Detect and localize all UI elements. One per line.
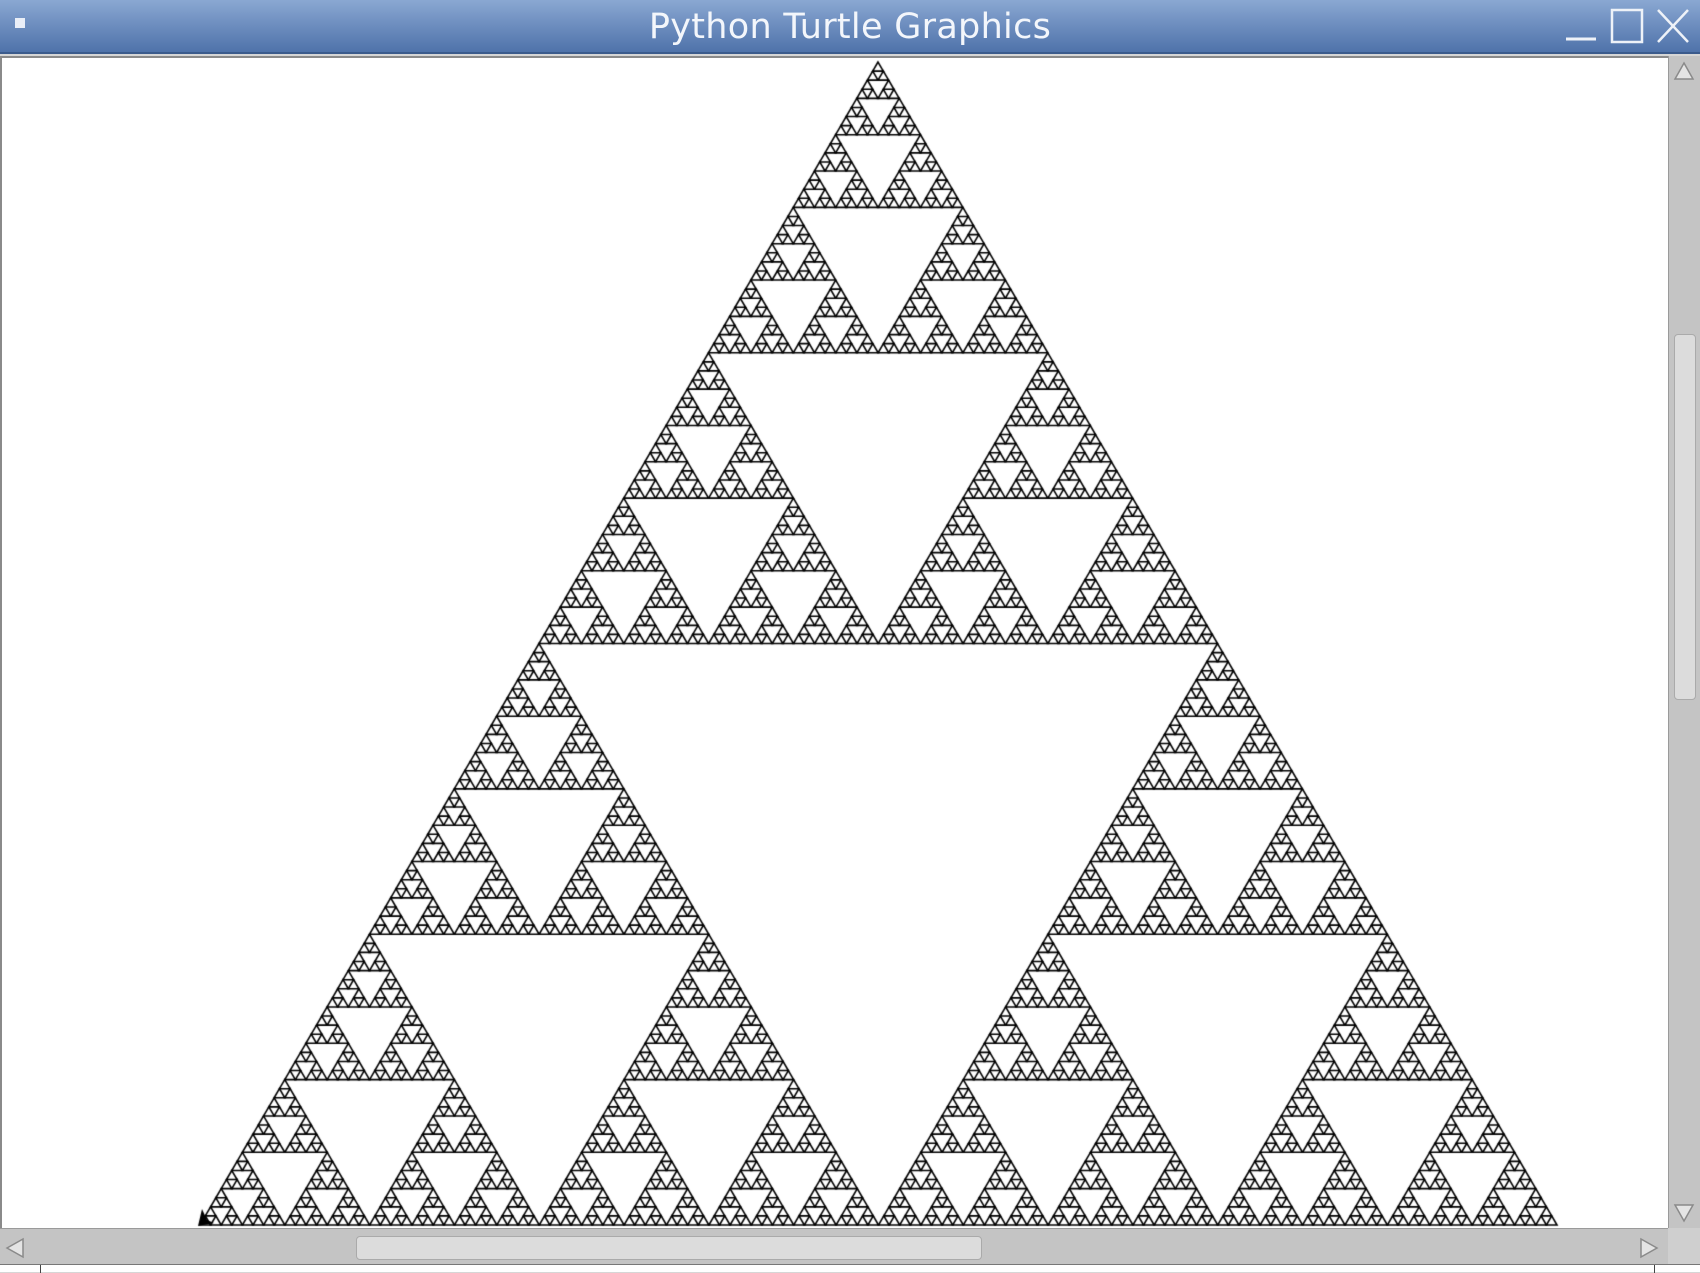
maximize-button[interactable] xyxy=(1608,6,1646,46)
close-icon xyxy=(1657,9,1689,43)
window-menu-icon[interactable] xyxy=(15,18,25,28)
horizontal-scrollbar[interactable] xyxy=(0,1228,1668,1264)
horizontal-scroll-thumb[interactable] xyxy=(356,1236,982,1260)
vertical-scrollbar[interactable] xyxy=(1668,56,1700,1228)
turtle-canvas-area[interactable] xyxy=(0,56,1670,1230)
scroll-up-arrow-icon[interactable] xyxy=(1673,60,1695,82)
window-title: Python Turtle Graphics xyxy=(648,7,1052,47)
edge-tick-left xyxy=(40,1265,41,1273)
scroll-down-arrow-icon[interactable] xyxy=(1673,1202,1695,1224)
maximize-icon xyxy=(1610,8,1644,44)
scrollbar-corner xyxy=(1668,1228,1700,1264)
scroll-left-arrow-icon[interactable] xyxy=(4,1237,26,1259)
minimize-icon xyxy=(1566,37,1596,41)
window-bottom-edge xyxy=(0,1264,1700,1273)
edge-tick-right xyxy=(1654,1265,1655,1273)
minimize-button[interactable] xyxy=(1562,6,1600,46)
title-bar[interactable]: Python Turtle Graphics xyxy=(0,0,1700,54)
close-button[interactable] xyxy=(1654,6,1692,46)
scroll-right-arrow-icon[interactable] xyxy=(1638,1237,1660,1259)
sierpinski-drawing xyxy=(4,60,1670,1230)
vertical-scroll-thumb[interactable] xyxy=(1674,334,1696,700)
